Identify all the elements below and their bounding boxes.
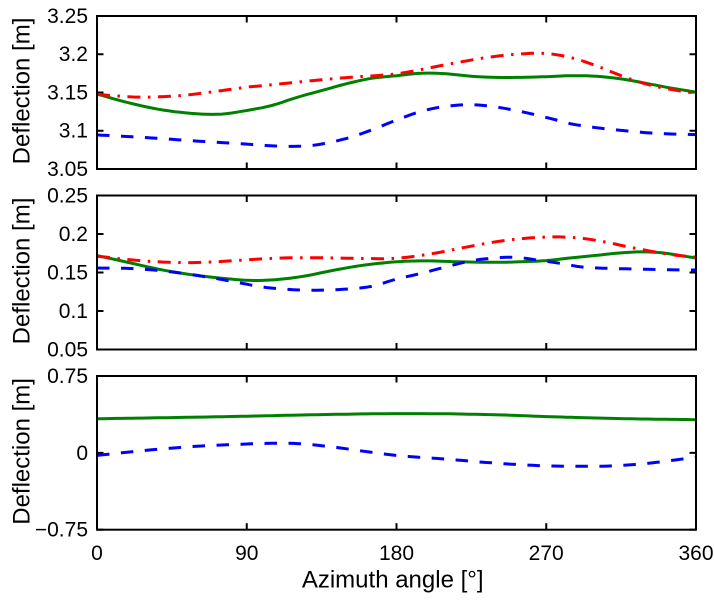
svg-text:360: 360 [678, 542, 713, 565]
svg-text:3.25: 3.25 [47, 5, 88, 28]
svg-text:Deflection [m]: Deflection [m] [9, 18, 36, 165]
svg-text:0.15: 0.15 [47, 262, 88, 285]
svg-text:3.2: 3.2 [59, 43, 88, 66]
svg-text:0.1: 0.1 [59, 300, 88, 323]
svg-text:Deflection [m]: Deflection [m] [9, 378, 36, 525]
svg-text:0.75: 0.75 [47, 365, 88, 388]
svg-text:0.25: 0.25 [47, 185, 88, 208]
svg-text:Deflection [m]: Deflection [m] [9, 198, 36, 345]
svg-text:0: 0 [76, 442, 88, 465]
svg-text:0.05: 0.05 [47, 339, 88, 362]
svg-text:90: 90 [235, 542, 258, 565]
svg-text:3.15: 3.15 [47, 82, 88, 105]
svg-text:Azimuth angle [°]: Azimuth angle [°] [302, 567, 484, 594]
svg-text:0.2: 0.2 [59, 223, 88, 246]
svg-text:0: 0 [91, 542, 103, 565]
svg-text:180: 180 [379, 542, 414, 565]
svg-text:3.05: 3.05 [47, 158, 88, 181]
svg-text:270: 270 [529, 542, 564, 565]
svg-text:3.1: 3.1 [59, 120, 88, 143]
svg-text:−0.75: −0.75 [35, 519, 88, 542]
